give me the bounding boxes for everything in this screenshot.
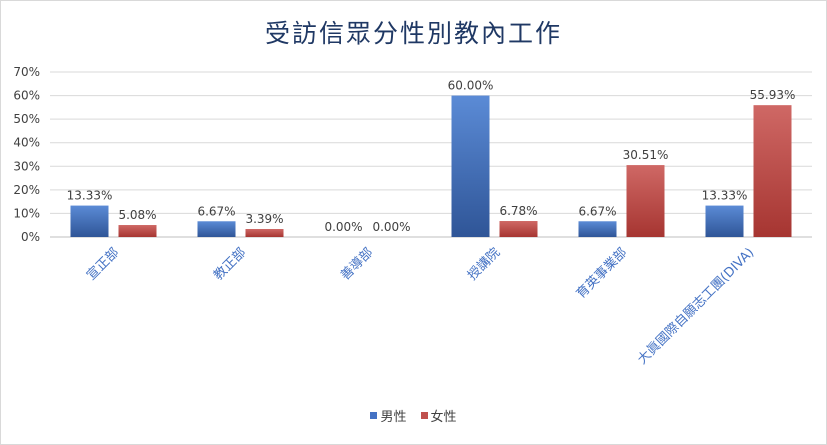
legend-label-female: 女性 [430, 410, 457, 425]
data-label: 55.93% [750, 88, 796, 102]
data-label: 3.39% [245, 212, 283, 226]
data-label: 6.67% [578, 204, 616, 218]
legend: 男性 女性 [0, 406, 827, 425]
legend-item-male: 男性 [370, 406, 407, 425]
bar-male [70, 205, 109, 237]
y-tick-label: 70% [13, 65, 40, 79]
data-label: 13.33% [67, 189, 113, 203]
bar-male [705, 205, 744, 237]
bar-female [118, 225, 157, 237]
data-label: 30.51% [623, 148, 669, 162]
bar-female [626, 165, 665, 237]
x-tick-label: 大眞國際自願志工團(DIVA) [635, 245, 757, 367]
y-tick-label: 0% [21, 230, 40, 244]
bar-female [499, 221, 538, 237]
x-tick-label: 授講院 [464, 245, 503, 284]
legend-swatch-female [420, 412, 428, 419]
chart-title: 受訪信眾分性別教內工作 [264, 19, 562, 48]
data-label: 0.00% [324, 220, 362, 234]
x-tick-label: 育英事業部 [573, 245, 630, 302]
y-tick-label: 50% [13, 112, 40, 126]
data-label: 5.08% [118, 208, 156, 222]
y-tick-label: 60% [13, 89, 40, 103]
data-label: 6.78% [499, 204, 537, 218]
data-label: 0.00% [372, 220, 410, 234]
bar-female [753, 105, 792, 237]
data-label: 60.00% [448, 79, 494, 93]
legend-label-male: 男性 [380, 410, 407, 425]
legend-item-female: 女性 [420, 406, 457, 425]
y-tick-label: 10% [13, 206, 40, 220]
x-tick-label: 教正部 [210, 245, 249, 284]
bar-male [451, 95, 490, 237]
bar-male [578, 221, 617, 237]
data-label: 13.33% [702, 189, 748, 203]
y-tick-label: 30% [13, 159, 40, 173]
y-tick-label: 20% [13, 183, 40, 197]
bar-male [197, 221, 236, 237]
y-tick-label: 40% [13, 136, 40, 150]
legend-swatch-male [370, 412, 378, 419]
x-tick-label: 宣正部 [83, 245, 122, 284]
x-tick-label: 善導部 [337, 245, 376, 284]
bar-female [245, 229, 284, 237]
data-label: 6.67% [197, 204, 235, 218]
